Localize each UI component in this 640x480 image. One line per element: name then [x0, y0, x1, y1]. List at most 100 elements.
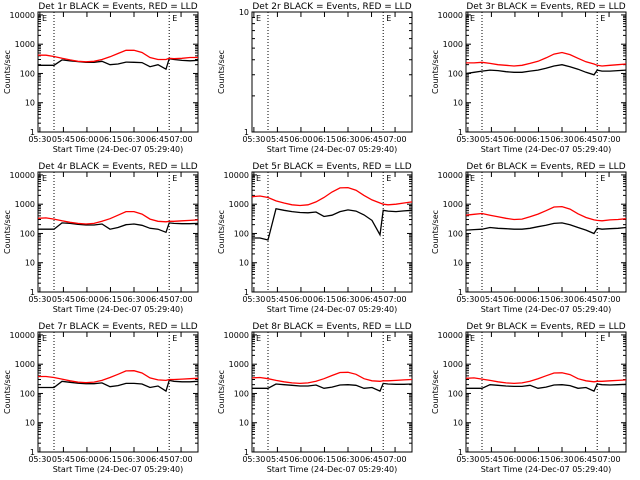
series-events-line — [38, 222, 199, 234]
flag-marker: E — [172, 334, 177, 343]
chart-title: Det 6r BLACK = Events, RED = LLD — [466, 162, 625, 172]
x-tick-label: 07:00 — [598, 295, 621, 304]
chart-panel-3: Det 3r BLACK = Events, RED = LLD 1 10 100 10… — [431, 2, 627, 154]
x-tick-label: 06:45 — [360, 455, 383, 464]
x-tick-label: 06:00 — [289, 455, 312, 464]
x-tick-label: 05:45 — [266, 135, 289, 144]
x-tick-label: 05:30 — [456, 455, 479, 464]
x-tick-label: 06:15 — [99, 455, 122, 464]
series-lld-line — [38, 49, 198, 63]
x-tick-label: 06:15 — [313, 455, 336, 464]
chart-title: Det 5r BLACK = Events, RED = LLD — [252, 162, 411, 172]
x-axis-label: Start Time (24-Dec-07 05:29:40) — [481, 305, 612, 314]
y-tick-label: 1 — [30, 128, 35, 137]
y-tick-label: 10000 — [438, 331, 463, 340]
x-tick-label: 06:30 — [550, 135, 573, 144]
x-axis-label: Start Time (24-Dec-07 05:29:40) — [267, 305, 398, 314]
x-tick-label: 06:45 — [574, 295, 597, 304]
chart-panel-7: Det 7r BLACK = Events, RED = LLD 1 10 100 10… — [3, 322, 199, 474]
x-tick-label: 05:30 — [28, 295, 51, 304]
x-tick-label: 06:45 — [574, 455, 597, 464]
series-events-line — [465, 222, 627, 235]
series-events-line — [38, 57, 199, 71]
x-tick-label: 06:45 — [146, 455, 169, 464]
series-lld-line — [251, 371, 413, 385]
series-events-line — [252, 207, 413, 241]
y-tick-label: 1000 — [15, 200, 35, 209]
x-tick-label: 06:30 — [122, 295, 145, 304]
flag-marker: E — [470, 174, 475, 183]
flag-marker: E — [600, 334, 605, 343]
y-tick-label: 10000 — [438, 11, 463, 20]
flag-marker: E — [386, 14, 391, 23]
y-tick-label: 100 — [20, 389, 35, 398]
x-tick-label: 06:30 — [336, 135, 359, 144]
x-tick-label: 07:00 — [384, 135, 407, 144]
y-tick-label: 100 — [234, 229, 249, 238]
series-lld-line — [465, 372, 627, 385]
flag-marker: E — [42, 174, 47, 183]
y-tick-label: 1000 — [443, 200, 463, 209]
x-tick-label: 05:30 — [28, 455, 51, 464]
x-tick-label: 06:30 — [550, 295, 573, 304]
plot-frame — [37, 11, 199, 133]
y-tick-label: 10 — [453, 419, 463, 428]
x-tick-label: 06:30 — [336, 455, 359, 464]
y-tick-label: 1 — [30, 448, 35, 457]
x-tick-label: 07:00 — [598, 135, 621, 144]
x-tick-label: 05:30 — [242, 295, 265, 304]
series-lld-line — [465, 205, 627, 222]
y-axis-label: Counts/sec — [3, 210, 12, 254]
plot-frame — [37, 171, 199, 293]
chart-panel-9: Det 9r BLACK = Events, RED = LLD 1 10 100 10… — [431, 322, 627, 474]
x-tick-label: 06:45 — [360, 295, 383, 304]
plot-frame — [251, 331, 413, 453]
x-tick-label: 06:45 — [146, 295, 169, 304]
plot-frame — [465, 331, 627, 453]
plot-frame — [465, 11, 627, 133]
x-tick-label: 07:00 — [170, 135, 193, 144]
y-tick-label: 1000 — [443, 360, 463, 369]
x-tick-label: 06:15 — [99, 295, 122, 304]
flag-marker: E — [256, 334, 261, 343]
y-tick-label: 10 — [239, 8, 249, 17]
y-tick-label: 100 — [20, 69, 35, 78]
y-tick-label: 10 — [25, 259, 35, 268]
y-tick-label: 1 — [244, 448, 249, 457]
x-tick-label: 06:00 — [503, 295, 526, 304]
series-events-line — [252, 382, 413, 392]
flag-marker: E — [172, 174, 177, 183]
series-lld-line — [38, 370, 199, 384]
flag-marker: E — [172, 14, 177, 23]
x-tick-label: 05:30 — [242, 135, 265, 144]
x-tick-label: 06:15 — [313, 295, 336, 304]
x-tick-label: 05:45 — [266, 455, 289, 464]
y-tick-label: 10 — [239, 419, 249, 428]
y-tick-label: 100 — [20, 229, 35, 238]
x-tick-label: 05:30 — [28, 135, 51, 144]
plot-frame — [251, 11, 413, 133]
x-tick-label: 06:30 — [122, 135, 145, 144]
y-tick-label: 10 — [239, 259, 249, 268]
series-events-line — [466, 383, 627, 392]
x-tick-label: 05:45 — [52, 135, 75, 144]
y-tick-label: 100 — [234, 389, 249, 398]
series-lld-line — [37, 210, 199, 225]
y-tick-label: 10 — [25, 419, 35, 428]
chart-title: Det 9r BLACK = Events, RED = LLD — [466, 322, 625, 332]
x-tick-label: 06:45 — [574, 135, 597, 144]
flag-marker: E — [470, 14, 475, 23]
flag-marker: E — [600, 174, 605, 183]
x-tick-label: 06:45 — [146, 135, 169, 144]
flag-marker: E — [42, 334, 47, 343]
chart-title: Det 4r BLACK = Events, RED = LLD — [38, 162, 197, 172]
y-tick-label: 1000 — [229, 360, 249, 369]
y-axis-label: Counts/sec — [431, 50, 440, 94]
y-tick-label: 10000 — [10, 11, 35, 20]
plot-frame — [251, 171, 413, 293]
x-tick-label: 07:00 — [384, 295, 407, 304]
x-tick-label: 06:30 — [122, 455, 145, 464]
y-tick-label: 1000 — [15, 360, 35, 369]
